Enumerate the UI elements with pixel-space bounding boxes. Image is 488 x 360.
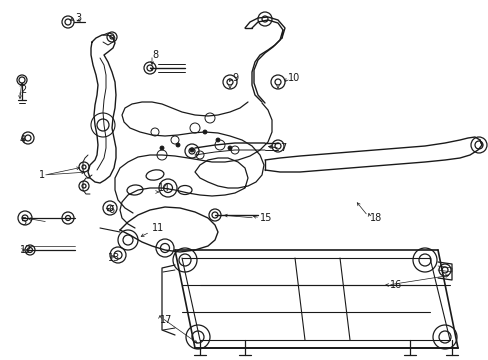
Circle shape: [160, 146, 163, 150]
Text: 12: 12: [20, 245, 32, 255]
Text: 5: 5: [20, 217, 26, 227]
Text: 1: 1: [39, 170, 45, 180]
Circle shape: [216, 138, 220, 142]
Text: 4: 4: [20, 135, 26, 145]
Text: 15: 15: [260, 213, 272, 223]
Circle shape: [176, 143, 180, 147]
Circle shape: [227, 146, 231, 150]
Text: 11: 11: [152, 223, 164, 233]
Text: 9: 9: [231, 73, 238, 83]
Circle shape: [203, 130, 206, 134]
Text: 10: 10: [287, 73, 300, 83]
Text: 18: 18: [369, 213, 382, 223]
Text: 7: 7: [280, 143, 285, 153]
Circle shape: [190, 148, 194, 152]
Text: 3: 3: [75, 13, 81, 23]
Text: 2: 2: [20, 85, 26, 95]
Text: 8: 8: [152, 50, 158, 60]
Text: 13: 13: [108, 253, 120, 263]
Text: 6: 6: [108, 205, 114, 215]
Text: 14: 14: [158, 183, 170, 193]
Text: 16: 16: [389, 280, 402, 290]
Text: 17: 17: [160, 315, 172, 325]
Circle shape: [19, 77, 25, 83]
